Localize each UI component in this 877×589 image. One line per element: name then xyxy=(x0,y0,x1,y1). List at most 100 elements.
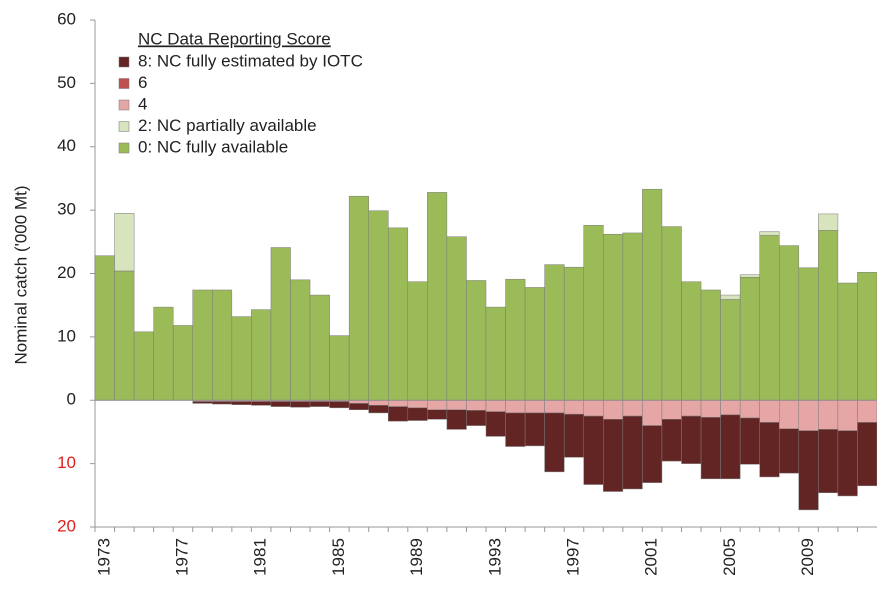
bar-segment xyxy=(720,414,741,480)
bar-segment xyxy=(661,400,682,420)
bar-segment xyxy=(505,400,526,414)
bar-segment xyxy=(837,400,858,431)
legend-label: 4 xyxy=(138,94,147,113)
bar-segment xyxy=(603,419,624,492)
bar-segment xyxy=(524,400,545,414)
bar-segment xyxy=(622,232,643,401)
bar-segment xyxy=(779,400,800,430)
bar-segment xyxy=(818,230,839,401)
bar-segment xyxy=(407,407,428,421)
bar-segment xyxy=(348,195,369,401)
bar-segment xyxy=(798,430,819,511)
bar-segment xyxy=(700,400,721,418)
legend-label: 2: NC partially available xyxy=(138,116,317,135)
bar-segment xyxy=(622,415,643,490)
bar-segment xyxy=(681,415,702,464)
bar-segment xyxy=(779,245,800,401)
y-tick-label: 10 xyxy=(57,453,76,472)
legend-label: 6 xyxy=(138,73,147,92)
legend-swatch xyxy=(118,56,130,68)
x-tick-label: 1989 xyxy=(407,538,426,576)
bar-segment xyxy=(720,400,741,416)
bar-segment xyxy=(505,278,526,401)
bar-segment xyxy=(857,422,877,487)
bar-segment xyxy=(603,233,624,401)
bar-segment xyxy=(388,406,409,422)
bar-segment xyxy=(251,401,272,406)
bar-segment xyxy=(818,429,839,494)
bar-segment xyxy=(133,331,154,401)
bar-segment xyxy=(563,413,585,458)
x-tick-label: 1993 xyxy=(485,538,504,576)
legend-swatch xyxy=(118,99,130,111)
bar-segment xyxy=(466,410,487,426)
x-tick-label: 1985 xyxy=(329,538,348,576)
bar-segment xyxy=(368,400,389,406)
x-tick-label: 1997 xyxy=(563,538,582,576)
bar-segment xyxy=(798,400,819,431)
legend-swatch xyxy=(118,121,130,132)
bar-segment xyxy=(388,227,409,401)
y-tick-label: 20 xyxy=(57,516,76,535)
bar-segment xyxy=(583,225,604,401)
bar-segment xyxy=(192,289,213,401)
bar-segment xyxy=(563,400,585,415)
bar-segment xyxy=(720,294,741,300)
bar-segment xyxy=(642,400,663,426)
bar-segment xyxy=(290,279,311,401)
bar-segment xyxy=(837,282,858,401)
bar-segment xyxy=(818,213,839,231)
bar-segment xyxy=(622,400,643,417)
bar-segment xyxy=(779,428,800,474)
x-tick-label: 1977 xyxy=(172,538,191,576)
bar-segment xyxy=(739,417,760,465)
bar-segment xyxy=(388,400,409,407)
bar-segment xyxy=(446,400,467,411)
bar-segment xyxy=(114,270,135,401)
bar-segment xyxy=(583,415,604,485)
bar-segment xyxy=(466,400,487,411)
bar-segment xyxy=(544,264,565,401)
x-tick-label: 2009 xyxy=(798,538,817,576)
bar-segment xyxy=(642,425,663,483)
bar-segment xyxy=(485,411,506,437)
bar-segment xyxy=(407,400,428,409)
bar-segment xyxy=(231,401,252,405)
bar-segment xyxy=(524,287,545,401)
bar-segment xyxy=(759,231,780,236)
legend-swatch xyxy=(118,142,130,154)
bar-segment xyxy=(212,289,233,401)
bar-segment xyxy=(368,405,389,414)
bar-segment xyxy=(407,281,428,401)
legend-label: 0: NC fully available xyxy=(138,137,288,156)
bar-segment xyxy=(446,409,467,430)
bar-segment xyxy=(759,400,780,423)
x-tick-label: 2005 xyxy=(720,538,739,576)
bar-segment xyxy=(661,419,682,462)
bar-segment xyxy=(466,280,487,401)
bar-segment xyxy=(739,400,760,419)
y-tick-label: 60 xyxy=(57,9,76,28)
bar-segment xyxy=(857,271,877,401)
bar-segment xyxy=(427,409,448,420)
bar-segment xyxy=(857,400,877,423)
legend-swatch xyxy=(118,78,130,89)
bar-segment xyxy=(94,255,115,401)
bar-segment xyxy=(642,188,663,401)
bar-segment xyxy=(759,235,780,401)
bar-segment xyxy=(681,400,702,417)
bar-segment xyxy=(661,226,682,401)
x-tick-label: 1973 xyxy=(94,538,113,576)
bar-segment xyxy=(837,430,858,497)
bar-segment xyxy=(505,412,526,447)
bar-segment xyxy=(485,400,506,412)
bar-segment xyxy=(153,306,174,401)
x-tick-label: 2001 xyxy=(642,538,661,576)
legend-title: NC Data Reporting Score xyxy=(138,29,331,48)
bar-segment xyxy=(700,289,721,401)
bar-segment xyxy=(290,401,311,408)
bar-segment xyxy=(172,325,193,401)
bar-segment xyxy=(524,412,545,447)
bar-segment xyxy=(759,422,780,478)
y-tick-label: 30 xyxy=(57,200,76,219)
